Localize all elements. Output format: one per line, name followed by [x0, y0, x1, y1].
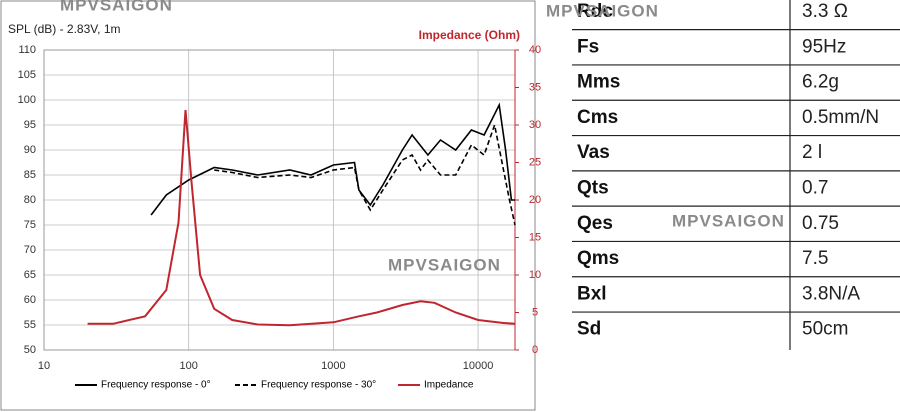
series-line	[87, 109, 516, 327]
x-tick-label: 10000	[463, 360, 494, 372]
y-tick-label: 65	[24, 269, 36, 281]
spec-value: 2 l	[802, 142, 822, 163]
watermark: MPVSAIGON	[672, 211, 785, 230]
y-tick-label: 110	[18, 44, 36, 56]
spec-value: 50cm	[802, 319, 848, 340]
y-tick-label: 80	[24, 194, 36, 206]
y2-tick-label: 10	[529, 269, 541, 281]
x-tick-label: 1000	[321, 360, 345, 372]
spec-value: 0.7	[802, 178, 828, 199]
y2-tick-label: 0	[532, 344, 538, 356]
chart-title: SPL (dB) - 2.83V, 1m	[8, 22, 121, 36]
spec-label: Qms	[577, 248, 619, 269]
watermark: MPVSAIGON	[60, 0, 173, 14]
y2-tick-label: 5	[532, 306, 538, 318]
spec-value: 95Hz	[802, 36, 846, 57]
y-tick-label: 50	[24, 344, 36, 356]
y2-tick-label: 40	[529, 44, 541, 56]
y2-tick-label: 25	[529, 156, 541, 168]
spec-value: 6.2g	[802, 72, 839, 93]
spec-value: 3.3 Ω	[802, 1, 848, 22]
spec-value: 3.8N/A	[802, 283, 860, 304]
y2-title: Impedance (Ohm)	[419, 28, 520, 42]
spec-label: Qts	[577, 178, 609, 199]
spec-label: Sd	[577, 319, 601, 340]
y-tick-label: 75	[24, 219, 36, 231]
y-tick-label: 100	[18, 94, 36, 106]
spec-label: Qes	[577, 213, 613, 234]
y2-tick-label: 20	[529, 194, 541, 206]
spec-label: Bxl	[577, 283, 607, 304]
legend-label: Frequency response - 0°	[101, 380, 211, 391]
y-tick-label: 85	[24, 169, 36, 181]
y2-tick-label: 30	[529, 119, 541, 131]
spec-value: 0.5mm/N	[802, 107, 879, 128]
x-tick-label: 10	[38, 360, 50, 372]
spec-label: Cms	[577, 107, 618, 128]
watermark: MPVSAIGON	[546, 1, 659, 20]
legend-label: Impedance	[424, 380, 474, 391]
y-tick-label: 105	[18, 69, 36, 81]
x-tick-label: 100	[180, 360, 198, 372]
spec-label: Fs	[577, 36, 599, 57]
chart-panel	[0, 0, 536, 411]
spec-label: Mms	[577, 72, 620, 93]
watermark: MPVSAIGON	[388, 255, 501, 274]
series-line	[150, 102, 515, 216]
y-tick-label: 95	[24, 119, 36, 131]
y-tick-label: 60	[24, 294, 36, 306]
spec-value: 0.75	[802, 213, 839, 234]
y2-tick-label: 35	[529, 81, 541, 93]
y-tick-label: 70	[24, 244, 36, 256]
spec-label: Rdc	[577, 1, 613, 22]
spec-value: 7.5	[802, 248, 828, 269]
spec-label: Vas	[577, 142, 610, 163]
legend-label: Frequency response - 30°	[261, 380, 376, 391]
y2-tick-label: 15	[529, 231, 541, 243]
y-tick-label: 90	[24, 144, 36, 156]
y-tick-label: 55	[24, 319, 36, 331]
